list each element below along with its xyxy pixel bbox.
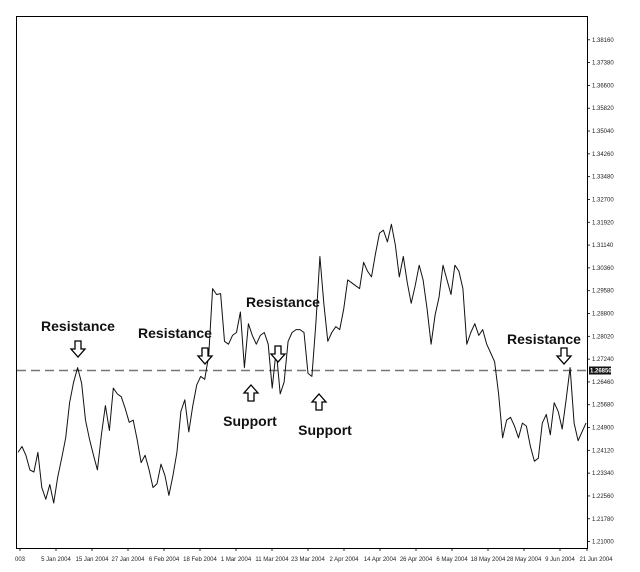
y-tick-label: 1.29580 [592, 289, 614, 295]
annotation-label: Support [298, 422, 352, 438]
x-tick-label: 18 May 2004 [471, 557, 506, 563]
x-tick-label: 27 Jan 2004 [111, 557, 145, 563]
y-tick-label: 1.22560 [592, 494, 614, 500]
plot-frame [16, 16, 588, 549]
y-axis: 1.38160 1.37380 1.36600 1.35820 1.35040 1.342… [587, 38, 614, 546]
y-tick-label: 1.21780 [592, 517, 614, 523]
arrow-up-icon [310, 393, 328, 411]
y-tick-label: 1.34260 [592, 152, 614, 158]
y-tick-label: 1.30360 [592, 266, 614, 272]
y-tick-label: 1.31140 [592, 243, 614, 249]
arrow-down-icon [269, 345, 287, 363]
y-tick-label: 1.32700 [592, 197, 614, 203]
y-tick-label: 1.23340 [592, 471, 614, 477]
y-tick-label: 1.35820 [592, 106, 614, 112]
horizontal-level: 1.26850 [17, 366, 612, 375]
y-tick-label: 1.21000 [592, 540, 614, 546]
level-label: 1.26850 [590, 369, 612, 375]
x-axis: 003 5 Jan 2004 15 Jan 2004 27 Jan 2004 6 Feb… [15, 548, 613, 563]
arrow-down-icon [555, 347, 573, 365]
x-tick-label: 26 Apr 2004 [400, 557, 433, 563]
arrow-down-icon [196, 347, 214, 365]
arrow-down-icon [69, 340, 87, 358]
x-tick-label: 14 Apr 2004 [364, 557, 397, 563]
x-tick-label: 23 Mar 2004 [291, 557, 325, 563]
x-tick-label: 11 Mar 2004 [255, 557, 289, 563]
y-tick-label: 1.28020 [592, 334, 614, 340]
series-group [17, 223, 587, 504]
arrow-up-icon [242, 384, 260, 402]
x-tick-label: 6 Feb 2004 [149, 557, 180, 563]
y-tick-label: 1.36600 [592, 83, 614, 89]
x-tick-label: 6 May 2004 [436, 557, 468, 563]
y-tick-label: 1.27240 [592, 357, 614, 363]
x-tick-label: 003 [15, 557, 26, 563]
x-tick-label: 21 Jun 2004 [579, 557, 613, 563]
annotation-label: Resistance [138, 325, 212, 341]
y-tick-label: 1.33480 [592, 175, 614, 181]
x-tick-label: 18 Feb 2004 [183, 557, 217, 563]
y-tick-label: 1.28800 [592, 311, 614, 317]
annotation-label: Resistance [246, 294, 320, 310]
y-tick-label: 1.26460 [592, 380, 614, 386]
y-tick-label: 1.37380 [592, 61, 614, 67]
y-tick-label: 1.31920 [592, 220, 614, 226]
y-tick-label: 1.38160 [592, 38, 614, 44]
x-tick-label: 9 Jun 2004 [545, 557, 575, 563]
annotation-label: Support [223, 413, 277, 429]
annotation-label: Resistance [507, 331, 581, 347]
x-tick-label: 5 Jan 2004 [41, 557, 71, 563]
x-tick-label: 15 Jan 2004 [75, 557, 109, 563]
x-tick-label: 28 May 2004 [507, 557, 542, 563]
y-tick-label: 1.24120 [592, 448, 614, 454]
y-tick-label: 1.24900 [592, 426, 614, 432]
annotation-label: Resistance [41, 318, 115, 334]
level-label-box [589, 366, 611, 375]
x-tick-label: 1 Mar 2004 [221, 557, 252, 563]
annotations-group: Resistance Resistance Resistance Support Sup… [41, 294, 581, 438]
price-series-line [17, 223, 587, 504]
y-tick-label: 1.35040 [592, 129, 614, 135]
x-tick-label: 2 Apr 2004 [329, 557, 359, 563]
y-tick-label: 1.25680 [592, 403, 614, 409]
